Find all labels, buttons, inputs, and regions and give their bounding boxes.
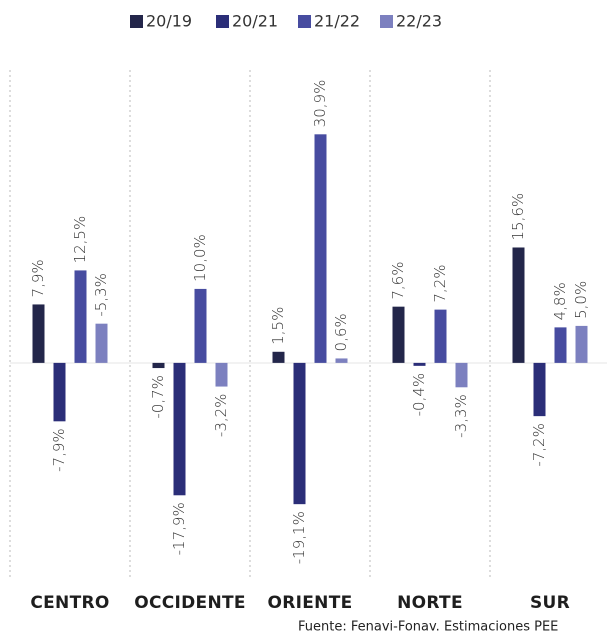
value-label: 7,6% [389, 262, 407, 300]
value-label: -3,2% [212, 394, 230, 438]
bar [533, 362, 546, 417]
value-label: 7,2% [431, 265, 449, 303]
bar [272, 351, 285, 363]
bar [314, 134, 327, 363]
legend-label: 20/21 [232, 12, 278, 31]
value-label: 5,0% [572, 281, 590, 319]
legend-label: 21/22 [314, 12, 360, 31]
x-tick-label: SUR [530, 593, 570, 613]
bar [335, 358, 348, 363]
value-label: -17,9% [170, 502, 188, 555]
value-label: 4,8% [551, 282, 569, 320]
x-tick-label: OCCIDENTE [134, 593, 246, 613]
value-label: -0,7% [149, 375, 167, 419]
bar [455, 362, 468, 388]
x-tick-label: NORTE [397, 593, 463, 613]
value-label: 15,6% [509, 193, 527, 241]
value-label: 1,5% [269, 307, 287, 345]
bar [512, 247, 525, 363]
legend-swatch [380, 15, 393, 28]
bar [413, 362, 426, 366]
value-label: -0,4% [410, 373, 428, 417]
bar [173, 362, 186, 496]
bar [74, 270, 87, 363]
value-label: -3,3% [452, 394, 470, 438]
bar [434, 309, 447, 363]
bar [392, 306, 405, 363]
value-label: -5,3% [92, 273, 110, 317]
value-label: 7,9% [29, 259, 47, 297]
value-label: -7,2% [530, 423, 548, 467]
legend-label: 20/19 [146, 12, 192, 31]
legend-label: 22/23 [396, 12, 442, 31]
legend-swatch [130, 15, 143, 28]
value-label: -19,1% [290, 511, 308, 564]
value-label: 10,0% [191, 234, 209, 282]
bar [53, 362, 66, 422]
legend-swatch [298, 15, 311, 28]
bar [194, 288, 207, 363]
value-label: 12,5% [71, 216, 89, 264]
bar [575, 325, 588, 363]
source: Fuente: Fenavi-Fonav. Estimaciones PEE [298, 620, 558, 635]
bar [32, 304, 45, 363]
value-label: -7,9% [50, 428, 68, 472]
bar [215, 362, 228, 387]
x-tick-label: CENTRO [30, 593, 109, 613]
bar [293, 362, 306, 505]
x-tick-label: ORIENTE [267, 593, 352, 613]
bar [95, 323, 108, 363]
legend-swatch [216, 15, 229, 28]
bar [152, 362, 165, 369]
bar [554, 327, 567, 363]
value-label: 30,9% [311, 80, 329, 128]
value-label: 0,6% [332, 313, 350, 351]
